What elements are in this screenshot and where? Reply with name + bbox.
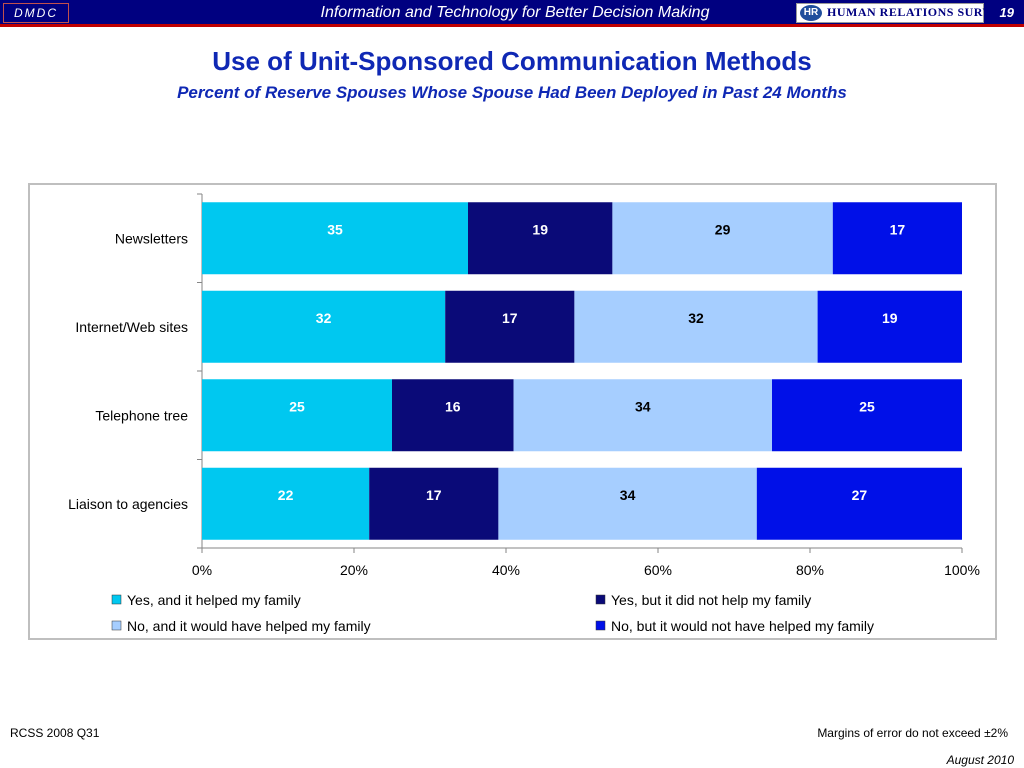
hrs-mark-icon: HR	[800, 5, 822, 21]
data-label: 17	[502, 310, 518, 326]
bar-segment	[202, 290, 446, 363]
x-tick-label: 60%	[644, 562, 672, 578]
dmdc-logo: DMDC	[3, 3, 69, 23]
category-label: Liaison to agencies	[68, 496, 188, 512]
data-label: 22	[278, 487, 294, 503]
data-label: 32	[688, 310, 704, 326]
bar-segment	[772, 379, 962, 452]
bar-segment	[445, 290, 575, 363]
chart-subtitle: Percent of Reserve Spouses Whose Spouse …	[177, 83, 847, 102]
bar-segment	[832, 202, 962, 275]
data-label: 29	[715, 221, 731, 237]
legend-swatch	[111, 594, 122, 605]
bar-segment	[574, 290, 818, 363]
data-label: 27	[852, 487, 868, 503]
x-tick-label: 20%	[340, 562, 368, 578]
x-tick-label: 0%	[192, 562, 212, 578]
bar-segment	[202, 467, 370, 540]
bar-segment	[202, 379, 392, 452]
x-tick-label: 40%	[492, 562, 520, 578]
bar-segment	[498, 467, 757, 540]
bar-segment	[202, 202, 468, 275]
bar-segment	[369, 467, 499, 540]
data-label: 34	[620, 487, 636, 503]
bar-segment	[392, 379, 514, 452]
legend-label: Yes, and it helped my family	[127, 592, 301, 608]
legend-label: No, but it would not have helped my fami…	[611, 618, 874, 634]
data-label: 25	[859, 398, 875, 414]
data-label: 19	[532, 221, 548, 237]
legend-swatch	[595, 620, 606, 631]
page-number: 19	[999, 5, 1014, 20]
x-tick-label: 100%	[944, 562, 980, 578]
category-label: Internet/Web sites	[75, 319, 188, 335]
data-label: 32	[316, 310, 332, 326]
hrs-logo-text: HUMAN RELATIONS SURVEYS	[827, 5, 1017, 19]
hrs-logo: HR HUMAN RELATIONS SURVEYS	[796, 3, 1016, 23]
top-banner: DMDC Information and Technology for Bett…	[0, 0, 1024, 27]
data-label: 35	[327, 221, 343, 237]
data-label: 17	[890, 221, 906, 237]
chart-area: 0% 20% 40% 60% 80% 100% Newsletters 35 19 29 17 Int…	[28, 183, 997, 640]
source-note: RCSS 2008 Q31	[10, 726, 100, 740]
legend-swatch	[595, 594, 606, 605]
legend-swatch	[111, 620, 122, 631]
data-label: 17	[426, 487, 442, 503]
chart-title: Use of Unit-Sponsored Communication Meth…	[212, 46, 812, 76]
date-note: August 2010	[946, 753, 1014, 767]
data-label: 19	[882, 310, 898, 326]
bar-segment	[756, 467, 962, 540]
category-label: Telephone tree	[95, 407, 188, 423]
margin-note: Margins of error do not exceed ±2%	[817, 726, 1008, 740]
data-label: 25	[289, 398, 305, 414]
tagline: Information and Technology for Better De…	[320, 4, 710, 21]
legend-label: No, and it would have helped my family	[127, 618, 371, 634]
data-label: 34	[635, 398, 651, 414]
bar-segment	[513, 379, 772, 452]
bar-segment	[817, 290, 962, 363]
x-tick-label: 80%	[796, 562, 824, 578]
data-label: 16	[445, 398, 461, 414]
bar-segment	[468, 202, 613, 275]
stacked-bar-chart: 0% 20% 40% 60% 80% 100% Newsletters 35 19 29 17 Int…	[68, 193, 980, 634]
bar-segment	[612, 202, 833, 275]
legend-label: Yes, but it did not help my family	[611, 592, 811, 608]
category-label: Newsletters	[115, 230, 188, 246]
